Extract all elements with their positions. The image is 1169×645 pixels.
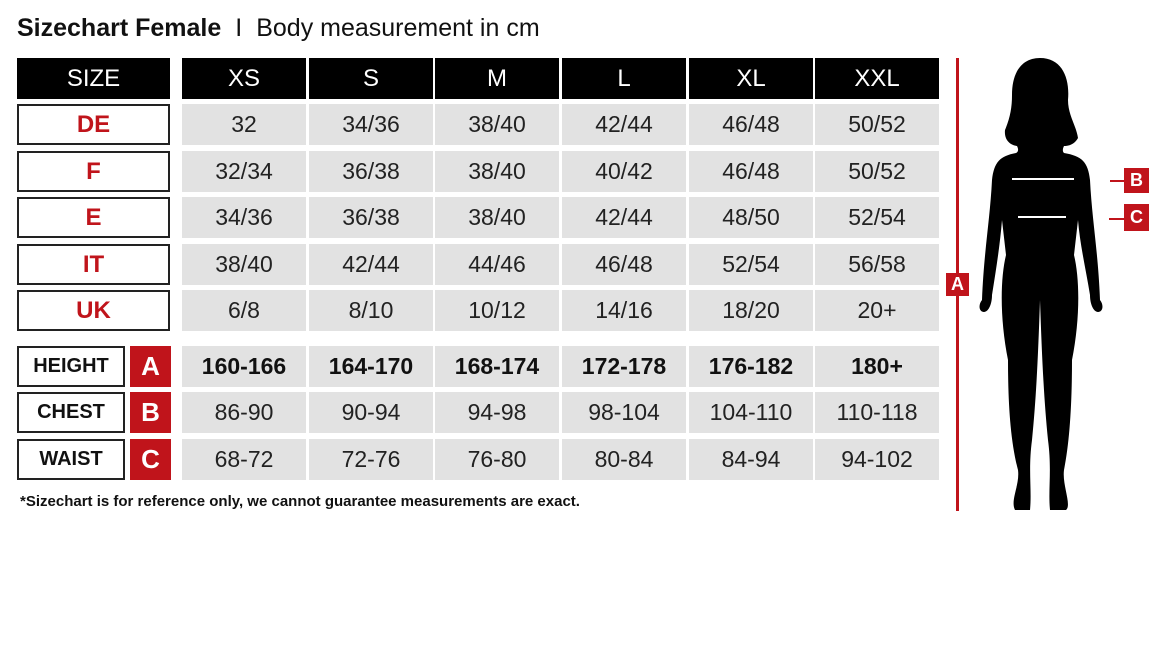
row-label-chest: CHEST <box>17 392 125 433</box>
table-cell: 52/54 <box>689 244 813 285</box>
marker-a: A <box>946 273 969 296</box>
row-label-height: HEIGHT <box>17 346 125 387</box>
marker-c: C <box>1124 204 1149 231</box>
row-label-e: E <box>17 197 170 238</box>
table-cell: 168-174 <box>435 346 559 387</box>
row-label-waist: WAIST <box>17 439 125 480</box>
row-label-it: IT <box>17 244 170 285</box>
table-cell: 84-94 <box>689 439 813 480</box>
table-cell: 72-76 <box>309 439 433 480</box>
table-cell: 14/16 <box>562 290 686 331</box>
table-cell: 172-178 <box>562 346 686 387</box>
table-cell: 50/52 <box>815 104 939 145</box>
table-cell: 52/54 <box>815 197 939 238</box>
table-cell: 34/36 <box>182 197 306 238</box>
waist-line <box>1109 218 1125 220</box>
table-cell: 86-90 <box>182 392 306 433</box>
marker-badge: C <box>130 439 171 480</box>
table-cell: 36/38 <box>309 151 433 192</box>
table-cell: 20+ <box>815 290 939 331</box>
size-header-xxl: XXL <box>815 58 939 99</box>
marker-b: B <box>1124 168 1149 193</box>
table-cell: 38/40 <box>435 197 559 238</box>
table-cell: 76-80 <box>435 439 559 480</box>
table-cell: 38/40 <box>182 244 306 285</box>
size-header-xs: XS <box>182 58 306 99</box>
waist-band <box>1018 216 1066 218</box>
marker-badge: B <box>130 392 171 433</box>
table-cell: 160-166 <box>182 346 306 387</box>
table-cell: 8/10 <box>309 290 433 331</box>
size-header-s: S <box>309 58 433 99</box>
table-cell: 68-72 <box>182 439 306 480</box>
table-cell: 38/40 <box>435 151 559 192</box>
size-header-m: M <box>435 58 559 99</box>
table-cell: 46/48 <box>562 244 686 285</box>
table-cell: 164-170 <box>309 346 433 387</box>
table-cell: 48/50 <box>689 197 813 238</box>
chest-band <box>1012 178 1074 180</box>
table-cell: 90-94 <box>309 392 433 433</box>
table-cell: 32 <box>182 104 306 145</box>
chest-line <box>1110 180 1125 182</box>
table-cell: 56/58 <box>815 244 939 285</box>
size-header-l: L <box>562 58 686 99</box>
table-cell: 176-182 <box>689 346 813 387</box>
table-cell: 10/12 <box>435 290 559 331</box>
table-cell: 36/38 <box>309 197 433 238</box>
table-cell: 42/44 <box>562 197 686 238</box>
footnote: *Sizechart is for reference only, we can… <box>20 493 580 510</box>
table-cell: 38/40 <box>435 104 559 145</box>
marker-badge: A <box>130 346 171 387</box>
table-cell: 46/48 <box>689 151 813 192</box>
table-cell: 110-118 <box>815 392 939 433</box>
table-cell: 44/46 <box>435 244 559 285</box>
table-cell: 98-104 <box>562 392 686 433</box>
table-cell: 40/42 <box>562 151 686 192</box>
table-cell: 34/36 <box>309 104 433 145</box>
table-cell: 42/44 <box>562 104 686 145</box>
row-label-f: F <box>17 151 170 192</box>
page-title: Sizechart Female I Body measurement in cm <box>17 14 540 42</box>
table-cell: 46/48 <box>689 104 813 145</box>
size-header-xl: XL <box>689 58 813 99</box>
table-cell: 80-84 <box>562 439 686 480</box>
table-cell: 94-98 <box>435 392 559 433</box>
size-header: SIZE <box>17 58 170 99</box>
table-cell: 50/52 <box>815 151 939 192</box>
table-cell: 104-110 <box>689 392 813 433</box>
table-cell: 18/20 <box>689 290 813 331</box>
row-label-uk: UK <box>17 290 170 331</box>
table-cell: 32/34 <box>182 151 306 192</box>
row-label-de: DE <box>17 104 170 145</box>
table-cell: 94-102 <box>815 439 939 480</box>
table-cell: 180+ <box>815 346 939 387</box>
table-cell: 6/8 <box>182 290 306 331</box>
table-cell: 42/44 <box>309 244 433 285</box>
